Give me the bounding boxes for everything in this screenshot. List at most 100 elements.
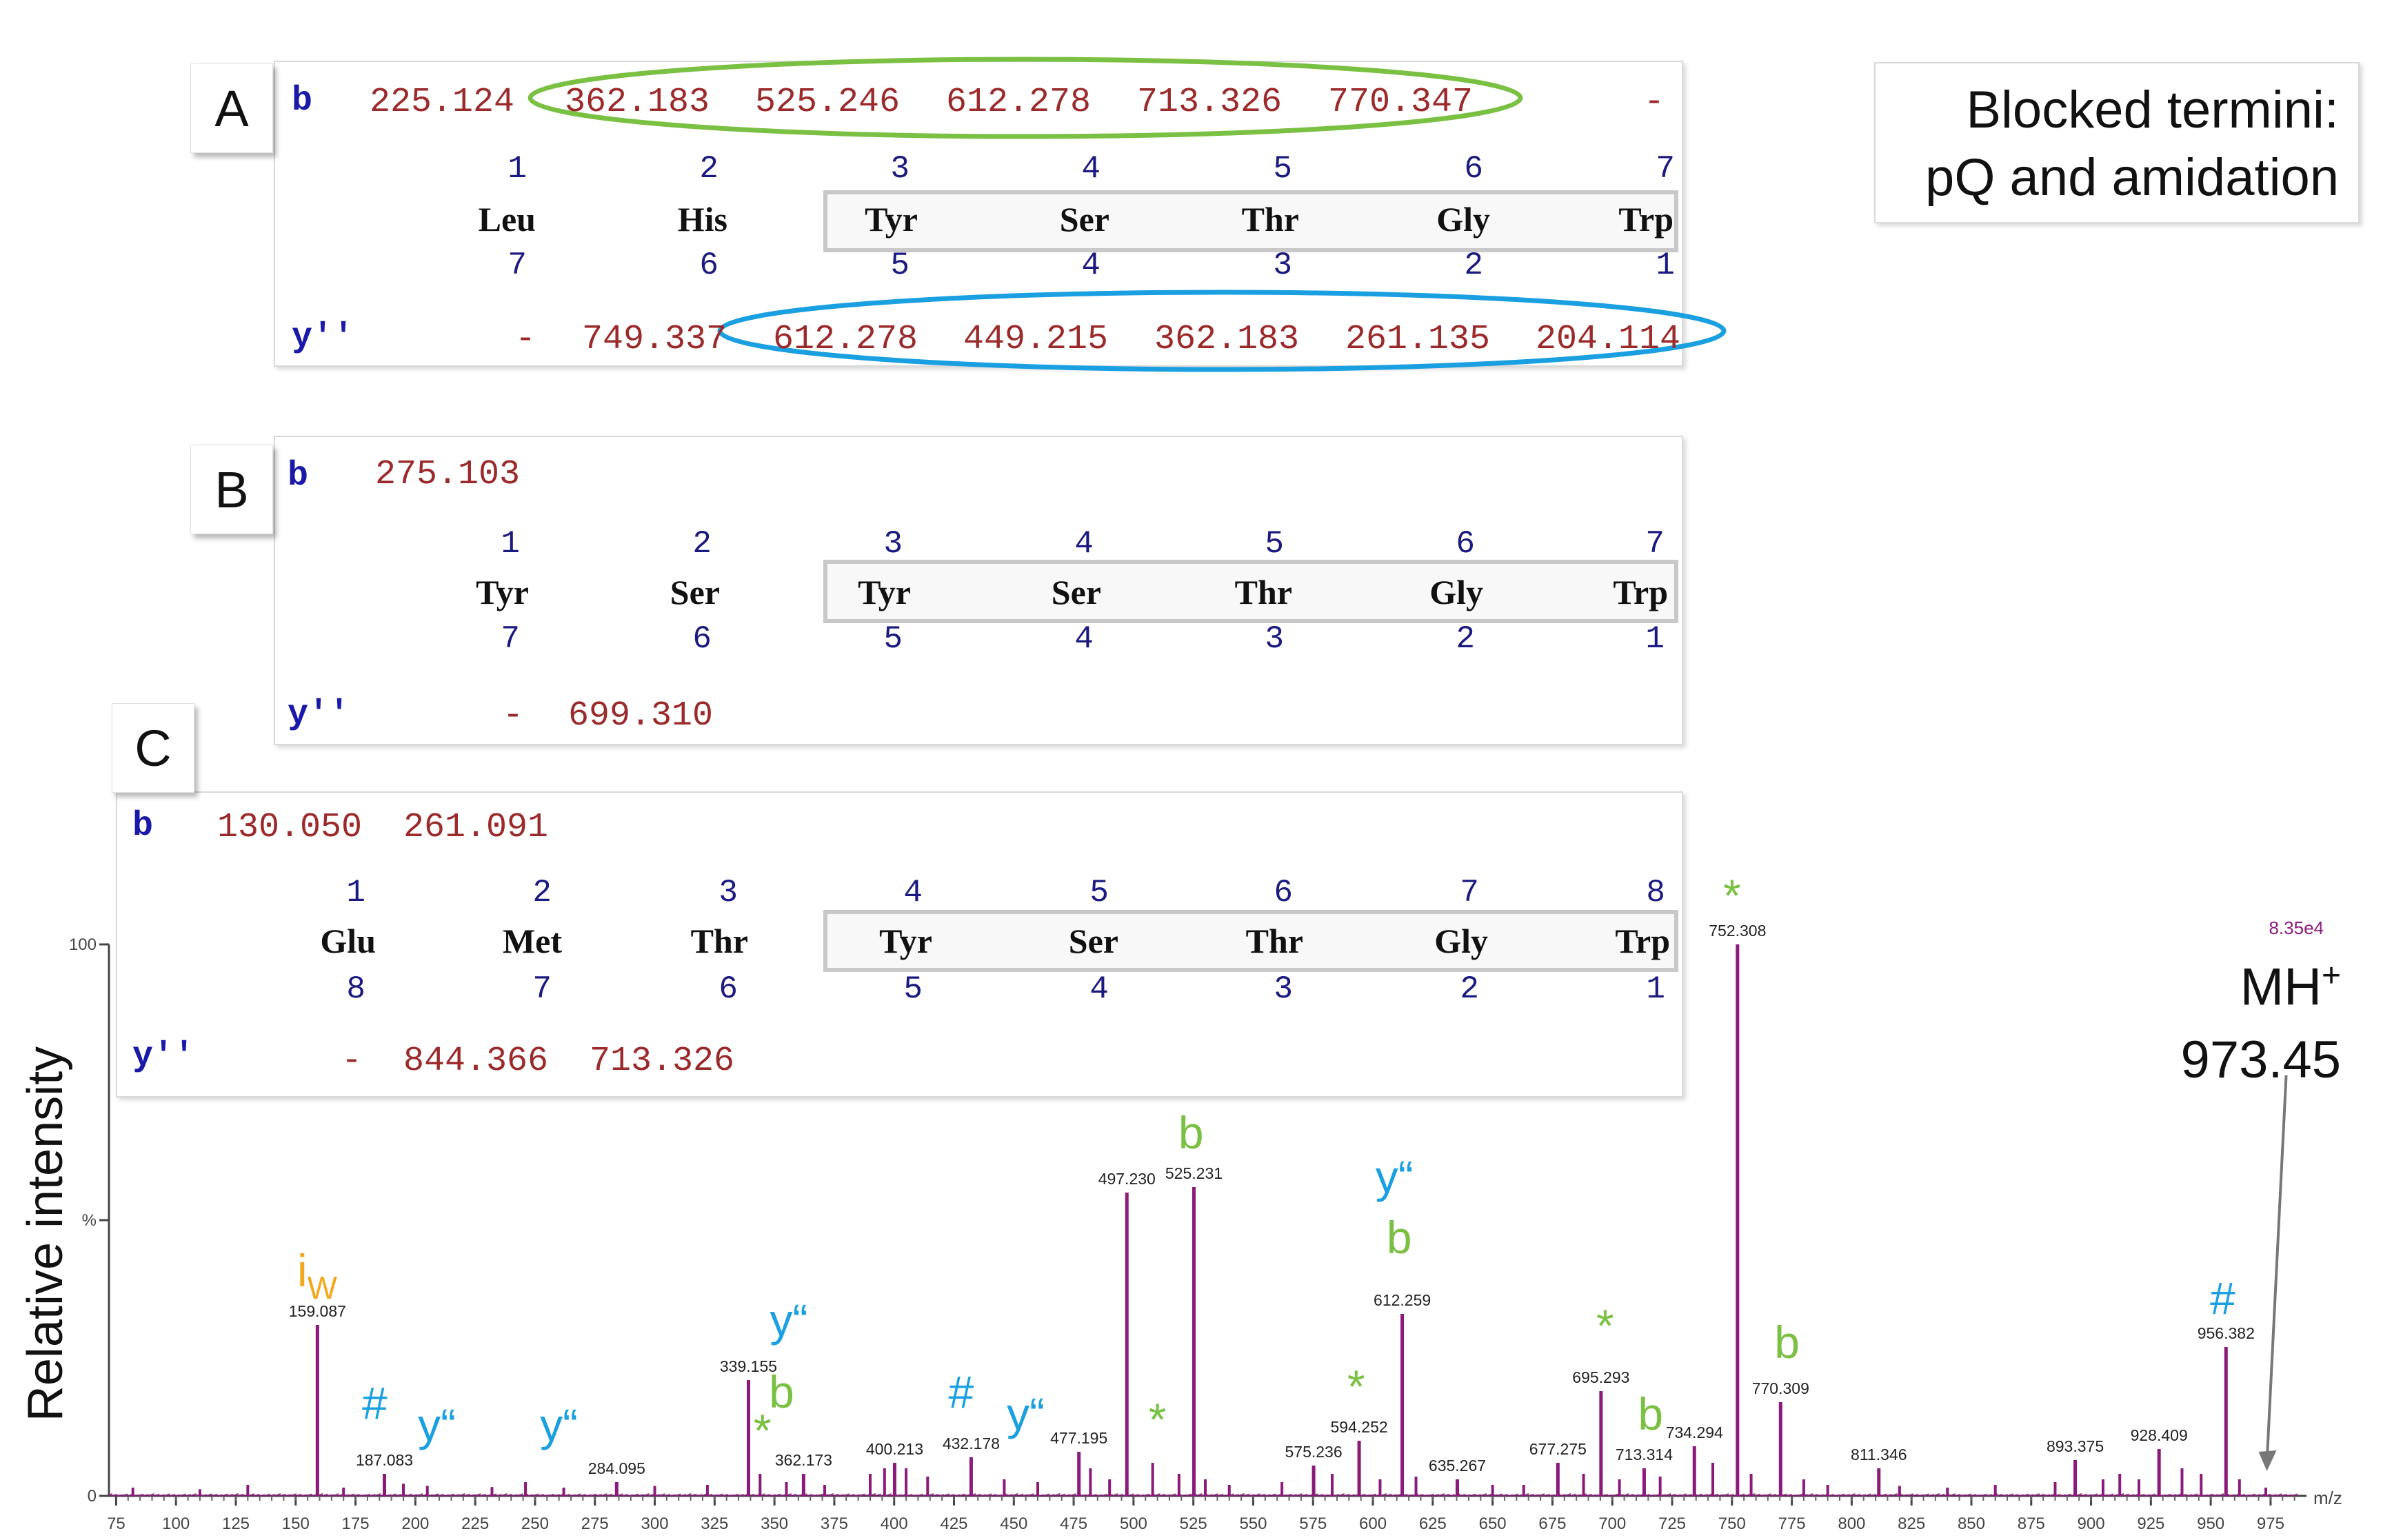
fragment-table-a: b y'' 225.124 362.183 525.246 612.278 713.32… [274, 57, 1727, 372]
residue-number-c: 7 [532, 971, 552, 1007]
peak-label: 770.309 [1752, 1379, 1809, 1397]
b-ion-label: b [292, 81, 313, 121]
b-ion-label: b [288, 456, 309, 496]
x-tick-label: 475 [1060, 1514, 1087, 1533]
residue-name: Tyr [879, 922, 932, 960]
note-box: Blocked termini: pQ and amidation [1874, 62, 2360, 223]
residue-number-n: 5 [1265, 526, 1284, 562]
x-tick-label: 375 [821, 1514, 848, 1533]
residue-number-c: 5 [890, 247, 909, 283]
y-tick-label: 100 [69, 935, 97, 954]
x-tick-label: 725 [1658, 1514, 1686, 1533]
peak-label: 635.267 [1429, 1457, 1486, 1475]
residue-name: Gly [1436, 200, 1490, 239]
ion-annotation: * [1596, 1300, 1614, 1351]
y-ion-mass: 699.310 [567, 696, 713, 736]
shared-sequence-highlight [823, 560, 1678, 623]
residue-number-n: 2 [692, 526, 712, 562]
x-tick-label: 800 [1838, 1514, 1865, 1533]
peak-label: 677.275 [1529, 1440, 1587, 1458]
note-line-2: pQ and amidation [1925, 148, 2339, 207]
ion-annotation: * [1149, 1394, 1167, 1445]
x-tick-label: 550 [1239, 1514, 1267, 1533]
x-axis-label: m/z [2313, 1488, 2342, 1508]
b-ion-mass: 770.347 [1327, 83, 1473, 122]
residue-number-c: 6 [718, 971, 738, 1007]
residue-number-n: 6 [1274, 875, 1293, 911]
ion-annotation: b [1387, 1212, 1412, 1263]
ion-annotation: * [1347, 1361, 1365, 1412]
residue-name: Trp [1613, 573, 1668, 611]
y-ion-label: y'' [288, 695, 350, 734]
x-tick-label: 950 [2197, 1514, 2224, 1533]
x-tick-label: 300 [641, 1514, 669, 1533]
residue-number-n: 3 [883, 526, 903, 562]
x-tick-label: 450 [1000, 1514, 1027, 1533]
y-ion-mass: - [514, 320, 536, 359]
residue-number-c: 4 [1089, 971, 1109, 1007]
residue-name: Leu [478, 200, 536, 239]
y-ion-label: y'' [132, 1037, 195, 1076]
x-tick-label: 600 [1359, 1514, 1387, 1533]
peak-label: 477.195 [1050, 1429, 1107, 1447]
ion-annotation: * [1723, 870, 1741, 921]
residue-number-n: 5 [1273, 151, 1292, 187]
residue-number-c: 1 [1645, 621, 1665, 657]
residue-number-n: 1 [346, 875, 365, 911]
residue-name: Gly [1429, 573, 1483, 611]
y-ion-mass: 204.114 [1535, 320, 1680, 359]
x-tick-label: 200 [401, 1514, 429, 1533]
residue-name: Thr [1234, 573, 1292, 611]
y-ion-mass: - [502, 696, 523, 736]
x-tick-label: 125 [222, 1514, 250, 1533]
precursor-arrowhead [2258, 1450, 2277, 1471]
panel-label-c: C [112, 703, 194, 793]
residue-name: Ser [670, 573, 720, 611]
x-tick-label: 175 [342, 1514, 370, 1533]
residue-number-n: 1 [507, 151, 527, 187]
peak-label: 400.213 [866, 1440, 923, 1458]
x-tick-label: 700 [1598, 1514, 1626, 1533]
b-ion-oval [527, 57, 1523, 139]
residue-number-n: 3 [718, 875, 738, 911]
x-tick-label: 250 [521, 1514, 549, 1533]
x-tick-label: 650 [1479, 1514, 1507, 1533]
residue-number-c: 3 [1265, 621, 1284, 657]
residue-number-n: 7 [1656, 151, 1675, 187]
ion-annotation: # [2210, 1273, 2235, 1324]
residue-name: His [677, 200, 727, 239]
peak-label: 594.252 [1331, 1418, 1388, 1436]
residue-name: Trp [1618, 200, 1674, 239]
residue-number-c: 6 [699, 247, 718, 283]
baseline-noise [108, 1492, 2298, 1497]
residue-number-n: 6 [1464, 151, 1483, 187]
x-tick-label: 850 [1958, 1514, 1985, 1533]
residue-name: Tyr [858, 573, 911, 611]
y-ion-label: y'' [292, 318, 354, 357]
residue-name: Tyr [865, 200, 918, 239]
residue-number-c: 5 [883, 621, 903, 657]
panel-label-a: A [190, 63, 273, 153]
fragment-table-c: b y'' 130.050 261.091 1 2 3 4 5 6 7 8 Glu Met Thr Tyr… [116, 791, 1683, 1097]
x-tick-label: 675 [1538, 1514, 1566, 1533]
residue-number-c: 2 [1464, 247, 1483, 283]
peak-label: 159.087 [289, 1302, 346, 1320]
y-ion-mass: 261.135 [1345, 320, 1490, 359]
peak-label: 956.382 [2198, 1324, 2255, 1342]
x-tick-label: 875 [2018, 1514, 2045, 1533]
y-ion-mass: - [341, 1042, 362, 1081]
residue-number-c: 3 [1274, 971, 1293, 1007]
y-ion-mass: 449.215 [963, 320, 1108, 359]
peak-label: 525.231 [1165, 1164, 1223, 1182]
shared-sequence-highlight [823, 910, 1678, 972]
ion-annotation: b [1178, 1107, 1204, 1158]
x-tick-label: 225 [461, 1514, 489, 1533]
peak-label: 284.095 [588, 1459, 645, 1477]
y-ion-oval [717, 290, 1727, 372]
residue-number-c: 3 [1273, 247, 1292, 283]
ion-annotation: # [362, 1377, 388, 1428]
max-intensity-label: 8.35e4 [2269, 918, 2324, 938]
ion-annotation: iW [297, 1245, 338, 1306]
ion-annotation: # [949, 1366, 974, 1417]
